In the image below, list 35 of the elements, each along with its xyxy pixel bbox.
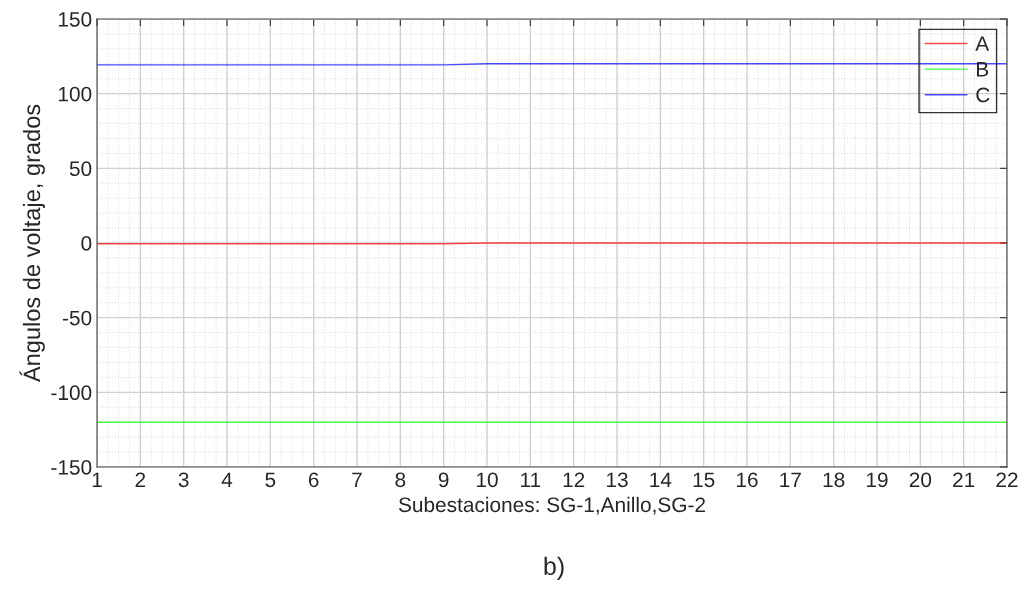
- x-tick-label: 15: [693, 472, 715, 488]
- y-tick-label: -50: [62, 310, 92, 326]
- x-tick-label: 21: [953, 472, 975, 487]
- y-tick-label: -100: [51, 385, 92, 401]
- y-tick-label: 0: [81, 236, 92, 251]
- text: b): [544, 556, 564, 580]
- x-tick-label: 4: [221, 472, 233, 487]
- x-tick-label: 6: [308, 472, 319, 488]
- y-axis-title: Ángulos de voltaje, grados: [19, 104, 45, 383]
- x-tick-label: 1: [92, 472, 102, 487]
- x-tick-label: 17: [780, 472, 801, 487]
- x-axis-title: Subestaciones: SG-1,Anillo,SG-2: [398, 496, 705, 515]
- y-tick-label: 150: [58, 12, 92, 27]
- x-tick-label: 8: [395, 472, 406, 488]
- x-tick-label: 7: [352, 472, 362, 487]
- x-tick-label: 13: [607, 472, 628, 488]
- x-tick-label: 9: [438, 472, 449, 488]
- x-tick-label: 14: [650, 472, 672, 487]
- y-tick-label: 100: [58, 86, 92, 102]
- x-tick-label: 16: [737, 472, 758, 488]
- x-tick-label: 11: [521, 472, 541, 487]
- legend-label: A: [975, 36, 990, 51]
- x-tick-label: 10: [477, 472, 498, 488]
- x-tick-label: 18: [823, 472, 845, 488]
- legend-label: B: [977, 62, 989, 77]
- x-tick-label: 5: [265, 472, 276, 488]
- x-tick-label: 2: [135, 472, 146, 487]
- x-tick-label: 22: [996, 472, 1018, 487]
- legend-label: C: [976, 87, 990, 103]
- y-tick-label: 50: [69, 161, 92, 177]
- y-tick-label: -150: [51, 460, 92, 475]
- x-tick-label: 3: [178, 472, 189, 488]
- x-tick-label: 12: [563, 472, 585, 487]
- x-tick-label: 20: [909, 472, 932, 488]
- x-tick-label: 19: [867, 472, 888, 488]
